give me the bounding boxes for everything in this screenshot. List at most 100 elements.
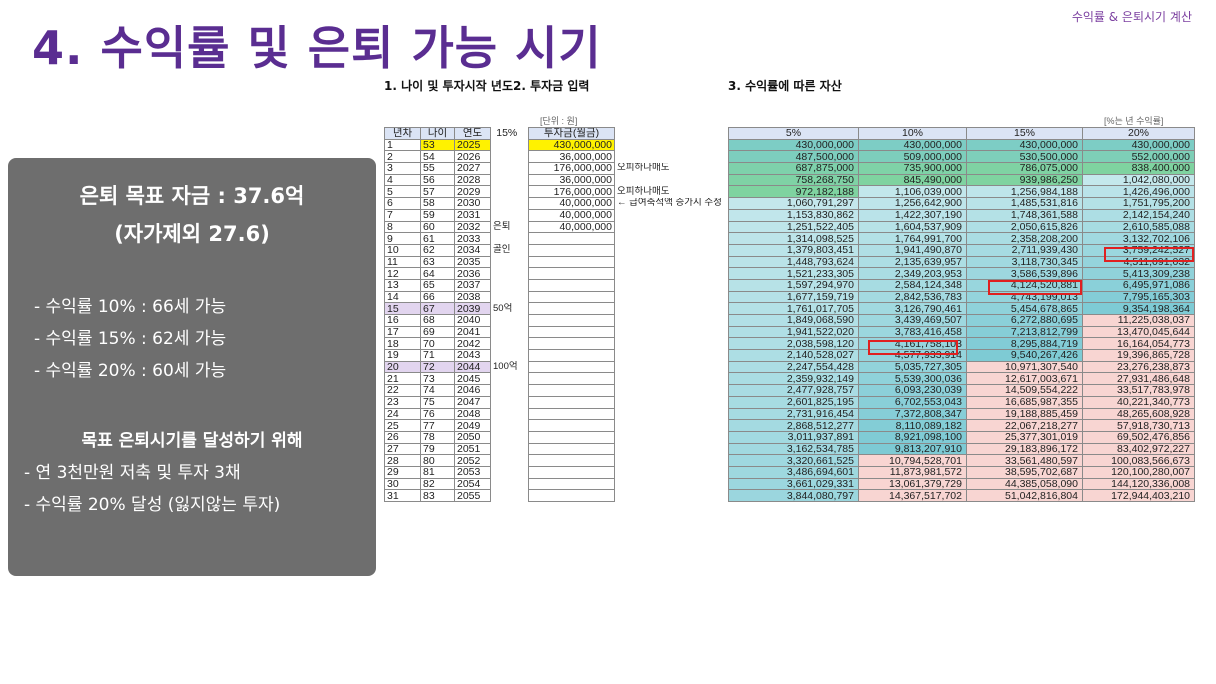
left-unit-note: [단위 : 원] bbox=[540, 116, 578, 126]
age-cell: 73 bbox=[420, 372, 455, 386]
asset-cell: 8,110,089,182 bbox=[858, 419, 967, 432]
year-cell: 2046 bbox=[454, 384, 491, 397]
asset-table-row: 2,140,528,027 4,577,933,914 9,540,267,426 1… bbox=[728, 349, 1195, 362]
asset-table-row: 687,875,000 735,900,000 786,075,000 838,400… bbox=[728, 162, 1195, 175]
investment-cell bbox=[528, 430, 615, 444]
year-no-cell: 16 bbox=[384, 314, 421, 327]
year-cell: 2050 bbox=[454, 430, 491, 444]
asset-cell: 7,372,808,347 bbox=[858, 407, 967, 421]
investment-cell: 36,000,000 bbox=[528, 173, 615, 187]
asset-table-row: 1,941,522,020 3,783,416,458 7,213,812,799 1… bbox=[728, 325, 1195, 339]
asset-cell: 19,188,885,459 bbox=[966, 407, 1083, 421]
asset-cell: 2,135,639,957 bbox=[858, 255, 967, 269]
year-cell: 2029 bbox=[454, 185, 491, 199]
milestone-cell bbox=[491, 209, 523, 221]
asset-cell: 1,042,080,000 bbox=[1082, 173, 1195, 187]
asset-cell: 120,100,280,007 bbox=[1082, 465, 1195, 479]
age-cell: 82 bbox=[420, 477, 455, 491]
asset-cell: 1,106,039,000 bbox=[858, 185, 967, 199]
year-no-cell: 19 bbox=[384, 349, 421, 362]
asset-cell: 2,349,203,953 bbox=[858, 267, 967, 280]
year-no-cell: 17 bbox=[384, 325, 421, 339]
year-no-cell: 23 bbox=[384, 395, 421, 409]
asset-table-row: 3,011,937,891 8,921,098,100 25,377,301,019… bbox=[728, 430, 1195, 444]
age-cell: 76 bbox=[420, 407, 455, 421]
asset-cell: 1,677,159,719 bbox=[728, 290, 859, 304]
asset-cell: 2,359,932,149 bbox=[728, 372, 859, 386]
asset-cell: 430,000,000 bbox=[1082, 138, 1195, 152]
right-section-title: 3. 수익률에 따른 자산 bbox=[728, 79, 842, 93]
investment-cell bbox=[528, 454, 615, 467]
investment-cell: 40,000,000 bbox=[528, 197, 615, 210]
asset-cell: 12,617,003,671 bbox=[966, 372, 1083, 386]
input-table-row: 10 62 2034 골인 bbox=[384, 243, 735, 257]
investment-cell bbox=[528, 384, 615, 397]
year-cell: 2043 bbox=[454, 349, 491, 362]
year-cell: 2054 bbox=[454, 477, 491, 491]
age-cell: 63 bbox=[420, 255, 455, 269]
asset-cell: 6,495,971,086 bbox=[1082, 278, 1195, 292]
investment-cell bbox=[528, 349, 615, 362]
note-cell bbox=[615, 385, 735, 397]
note-cell bbox=[615, 431, 735, 443]
year-cell: 2027 bbox=[454, 162, 491, 175]
year-no-cell: 25 bbox=[384, 419, 421, 432]
age-cell: 68 bbox=[420, 314, 455, 327]
asset-cell: 2,842,536,783 bbox=[858, 290, 967, 304]
asset-cell: 19,396,865,728 bbox=[1082, 349, 1195, 362]
asset-cell: 10,794,528,701 bbox=[858, 454, 967, 467]
asset-cell: 22,067,218,277 bbox=[966, 419, 1083, 432]
year-no-cell: 8 bbox=[384, 220, 421, 234]
asset-cell: 13,470,045,644 bbox=[1082, 325, 1195, 339]
asset-cell: 1,604,537,909 bbox=[858, 220, 967, 234]
asset-cell: 14,367,517,702 bbox=[858, 489, 967, 502]
asset-table-row: 1,597,294,970 2,584,124,348 4,124,520,881 6… bbox=[728, 278, 1195, 292]
asset-cell: 972,182,188 bbox=[728, 185, 859, 199]
milestone-cell bbox=[491, 431, 523, 443]
asset-cell: 3,486,694,601 bbox=[728, 465, 859, 479]
asset-cell: 1,256,984,188 bbox=[966, 185, 1083, 199]
input-table-row: 4 56 2028 36,000,000 bbox=[384, 173, 735, 187]
asset-cell: 51,042,816,804 bbox=[966, 489, 1083, 502]
asset-cell: 3,126,790,461 bbox=[858, 302, 967, 315]
asset-cell: 430,000,000 bbox=[966, 138, 1083, 152]
year-cell: 2028 bbox=[454, 173, 491, 187]
asset-cell: 735,900,000 bbox=[858, 162, 967, 175]
asset-table-row: 2,359,932,149 5,539,300,036 12,617,003,671… bbox=[728, 372, 1195, 386]
year-cell: 2047 bbox=[454, 395, 491, 409]
asset-cell: 38,595,702,687 bbox=[966, 465, 1083, 479]
milestone-cell bbox=[491, 478, 523, 490]
investment-cell bbox=[528, 302, 615, 315]
asset-cell: 44,385,058,090 bbox=[966, 477, 1083, 491]
asset-table-row: 2,868,512,277 8,110,089,182 22,067,218,277… bbox=[728, 419, 1195, 432]
milestone-cell bbox=[491, 408, 523, 420]
year-cell: 2053 bbox=[454, 465, 491, 479]
input-table-row: 21 73 2045 bbox=[384, 372, 735, 386]
asset-cell: 1,597,294,970 bbox=[728, 278, 859, 292]
note-cell: 오피하나매도 bbox=[617, 162, 670, 174]
year-cell: 2041 bbox=[454, 325, 491, 339]
note-cell bbox=[615, 455, 735, 467]
asset-cell: 8,295,884,719 bbox=[966, 337, 1083, 351]
milestone-cell bbox=[491, 385, 523, 397]
asset-cell: 144,120,336,008 bbox=[1082, 477, 1195, 491]
investment-cell bbox=[528, 255, 615, 269]
asset-cell: 48,265,608,928 bbox=[1082, 407, 1195, 421]
asset-cell: 2,140,528,027 bbox=[728, 349, 859, 362]
age-cell: 80 bbox=[420, 454, 455, 467]
year-no-cell: 27 bbox=[384, 442, 421, 456]
asset-cell: 3,783,416,458 bbox=[858, 325, 967, 339]
year-no-cell: 5 bbox=[384, 185, 421, 199]
asset-cell: 13,061,379,729 bbox=[858, 477, 967, 491]
left-section-title: 1. 나이 및 투자시작 년도2. 투자금 입력 bbox=[384, 79, 590, 93]
milestone-cell bbox=[491, 490, 523, 502]
note-cell bbox=[615, 443, 735, 455]
investment-cell: 40,000,000 bbox=[528, 208, 615, 222]
asset-table-row: 1,677,159,719 2,842,536,783 4,743,199,013 7… bbox=[728, 290, 1195, 304]
asset-cell: 83,402,972,227 bbox=[1082, 442, 1195, 456]
age-cell: 75 bbox=[420, 395, 455, 409]
plan-title: 목표 은퇴시기를 달성하기 위해 bbox=[81, 431, 303, 451]
age-cell: 83 bbox=[420, 489, 455, 502]
year-cell: 2044 bbox=[454, 360, 491, 374]
age-cell: 71 bbox=[420, 349, 455, 362]
